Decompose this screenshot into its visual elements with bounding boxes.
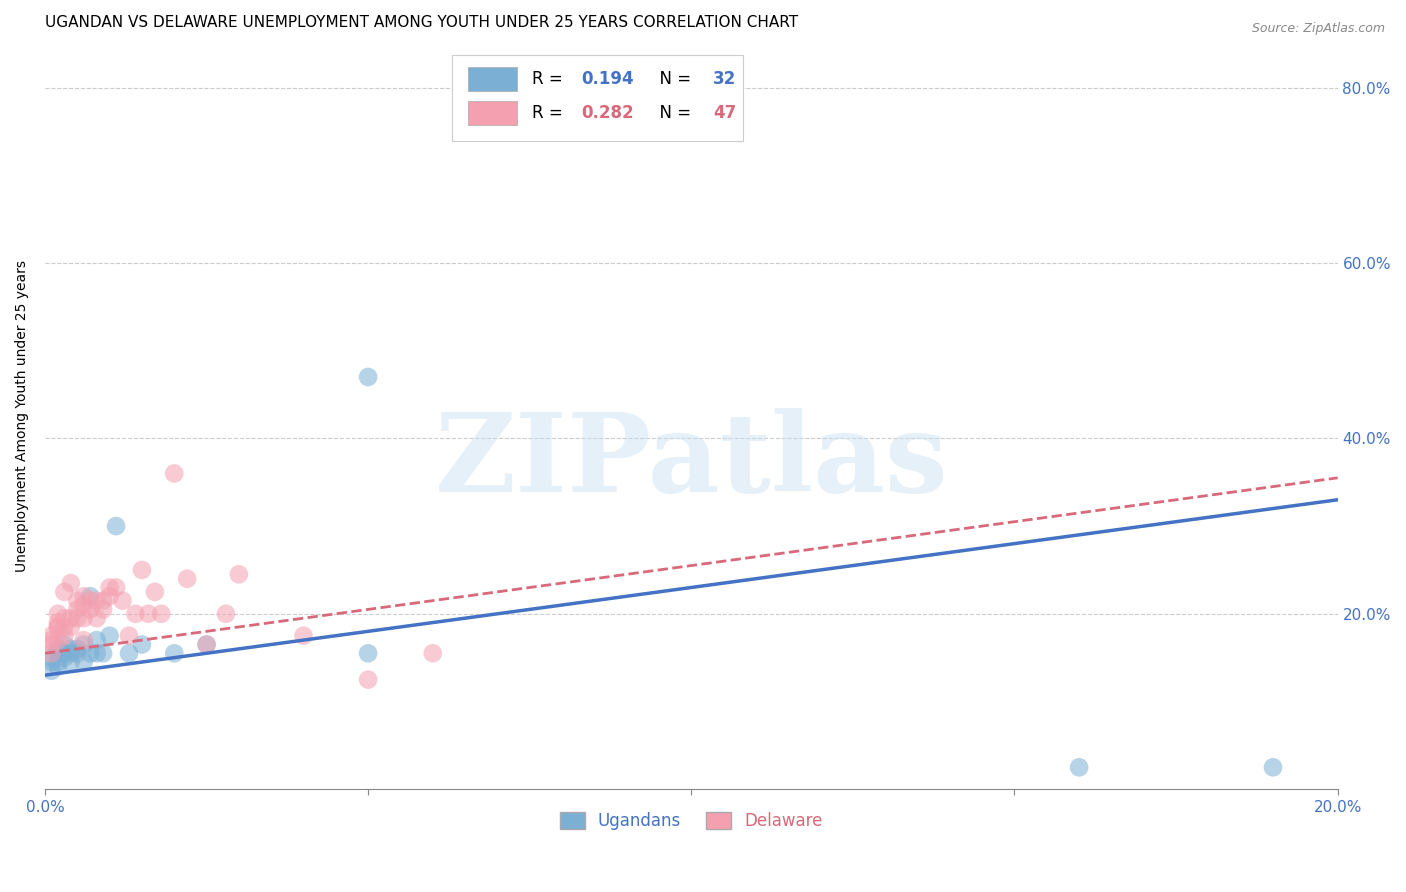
Text: R =: R =: [533, 70, 568, 87]
Y-axis label: Unemployment Among Youth under 25 years: Unemployment Among Youth under 25 years: [15, 260, 30, 573]
Point: [73, 598, 96, 612]
Point: [41, 664, 63, 678]
Text: R =: R =: [533, 104, 568, 122]
Point: [215, 607, 238, 621]
Point: [150, 607, 173, 621]
Point: [357, 370, 380, 384]
Point: [46, 655, 69, 669]
Point: [138, 607, 160, 621]
Text: N =: N =: [648, 104, 696, 122]
Point: [143, 585, 166, 599]
Point: [91, 602, 114, 616]
Point: [66, 646, 89, 660]
Point: [98, 581, 121, 595]
Point: [41, 633, 63, 648]
Point: [124, 607, 146, 621]
Point: [105, 519, 128, 533]
Point: [163, 646, 186, 660]
Point: [53, 585, 76, 599]
Point: [53, 638, 76, 652]
Text: 32: 32: [713, 70, 737, 87]
Point: [292, 629, 315, 643]
Point: [118, 629, 141, 643]
Point: [98, 589, 121, 603]
Point: [46, 659, 69, 673]
Point: [357, 673, 380, 687]
Point: [73, 655, 96, 669]
FancyBboxPatch shape: [468, 67, 517, 91]
Point: [79, 593, 101, 607]
Point: [53, 650, 76, 665]
Point: [46, 646, 69, 660]
Point: [59, 620, 82, 634]
Point: [98, 629, 121, 643]
Point: [41, 638, 63, 652]
Point: [41, 655, 63, 669]
Point: [73, 589, 96, 603]
Point: [41, 646, 63, 660]
FancyBboxPatch shape: [453, 54, 742, 141]
Point: [422, 646, 444, 660]
Text: ZIPatlas: ZIPatlas: [434, 408, 948, 515]
Point: [46, 620, 69, 634]
Point: [131, 563, 153, 577]
Text: 0.194: 0.194: [582, 70, 634, 87]
Point: [53, 620, 76, 634]
Point: [53, 629, 76, 643]
Point: [41, 650, 63, 665]
Text: UGANDAN VS DELAWARE UNEMPLOYMENT AMONG YOUTH UNDER 25 YEARS CORRELATION CHART: UGANDAN VS DELAWARE UNEMPLOYMENT AMONG Y…: [45, 15, 799, 30]
Point: [86, 593, 108, 607]
Point: [73, 611, 96, 625]
Point: [163, 467, 186, 481]
Point: [41, 629, 63, 643]
Point: [46, 633, 69, 648]
FancyBboxPatch shape: [468, 101, 517, 125]
Point: [53, 611, 76, 625]
Point: [59, 655, 82, 669]
Point: [73, 638, 96, 652]
Point: [46, 607, 69, 621]
Point: [66, 641, 89, 656]
Point: [66, 602, 89, 616]
Point: [79, 646, 101, 660]
Point: [59, 641, 82, 656]
Point: [46, 615, 69, 630]
Point: [91, 593, 114, 607]
Point: [53, 646, 76, 660]
Text: Source: ZipAtlas.com: Source: ZipAtlas.com: [1251, 22, 1385, 36]
Text: 47: 47: [713, 104, 737, 122]
Point: [59, 576, 82, 591]
Point: [59, 611, 82, 625]
Point: [46, 641, 69, 656]
Point: [79, 589, 101, 603]
Point: [111, 593, 134, 607]
Point: [66, 611, 89, 625]
Point: [86, 646, 108, 660]
Point: [118, 646, 141, 660]
Point: [357, 646, 380, 660]
Point: [131, 638, 153, 652]
Point: [105, 581, 128, 595]
Point: [79, 602, 101, 616]
Text: N =: N =: [648, 70, 696, 87]
Text: 0.282: 0.282: [582, 104, 634, 122]
Point: [195, 638, 218, 652]
Point: [228, 567, 250, 582]
Point: [73, 633, 96, 648]
Point: [86, 611, 108, 625]
Point: [91, 646, 114, 660]
Point: [1261, 760, 1284, 774]
Legend: Ugandans, Delaware: Ugandans, Delaware: [553, 805, 830, 837]
Point: [46, 620, 69, 634]
Point: [1069, 760, 1091, 774]
Point: [66, 593, 89, 607]
Point: [86, 633, 108, 648]
Point: [59, 646, 82, 660]
Point: [176, 572, 198, 586]
Point: [195, 638, 218, 652]
